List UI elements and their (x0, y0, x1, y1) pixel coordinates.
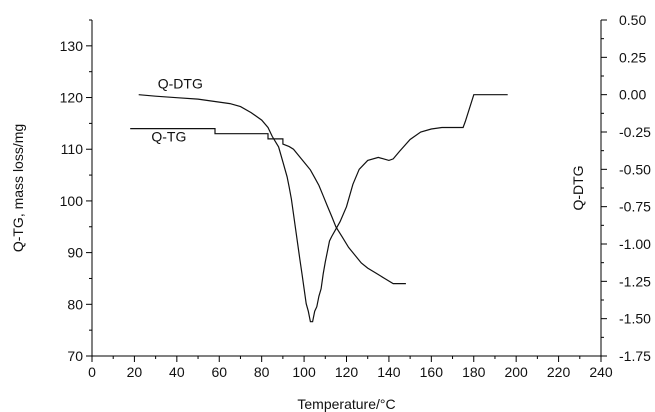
labels-group: Q-TG Q-DTG (151, 76, 202, 145)
series-label-q-dtg: Q-DTG (158, 76, 203, 92)
y-left-tick-label: 90 (67, 245, 83, 261)
ticks-group: 0 20 40 60 80 100 120 140 160 180 200 220 240 70 80 90 1… (60, 12, 651, 380)
x-tick-label: 120 (335, 364, 359, 380)
y-left-tick-label: 130 (60, 38, 84, 54)
y-right-tick-label: -0.25 (619, 124, 651, 140)
y-left-tick-label: 120 (60, 90, 84, 106)
series-label-q-tg: Q-TG (151, 128, 186, 144)
x-tick-label: 220 (547, 364, 571, 380)
x-tick-label: 80 (254, 364, 270, 380)
series-line-q-dtg (138, 94, 508, 323)
x-tick-label: 0 (88, 364, 96, 380)
x-tick-label: 20 (127, 364, 143, 380)
x-tick-label: 60 (211, 364, 227, 380)
y-right-tick-label: -1.75 (619, 348, 651, 364)
y-right-tick-label: 0.25 (619, 49, 646, 65)
y-left-tick-label: 70 (67, 348, 83, 364)
x-tick-label: 180 (462, 364, 486, 380)
x-axis-title: Temperature/°C (297, 396, 395, 412)
y-right-tick-label: -0.50 (619, 161, 651, 177)
x-tick-label: 100 (292, 364, 316, 380)
x-tick-label: 200 (504, 364, 528, 380)
y-axis-right-title: Q-DTG (570, 165, 586, 210)
y-right-tick-label: -1.50 (619, 311, 651, 327)
x-tick-label: 160 (420, 364, 444, 380)
x-tick-label: 40 (169, 364, 185, 380)
series-group (130, 94, 508, 323)
x-tick-label: 140 (377, 364, 401, 380)
x-tick-label: 240 (589, 364, 613, 380)
axes-group (91, 20, 602, 357)
y-axis-left-title: Q-TG, mass loss/mg (10, 124, 26, 252)
y-right-tick-label: -1.00 (619, 236, 651, 252)
y-right-tick-label: 0.00 (619, 87, 646, 103)
y-left-tick-label: 110 (61, 141, 84, 157)
series-line-q-tg (130, 128, 406, 285)
y-right-tick-label: -1.25 (619, 273, 651, 289)
y-left-tick-label: 100 (60, 193, 84, 209)
y-right-tick-label: 0.50 (619, 12, 646, 28)
y-right-tick-label: -0.75 (619, 199, 651, 215)
y-left-tick-label: 80 (67, 296, 83, 312)
